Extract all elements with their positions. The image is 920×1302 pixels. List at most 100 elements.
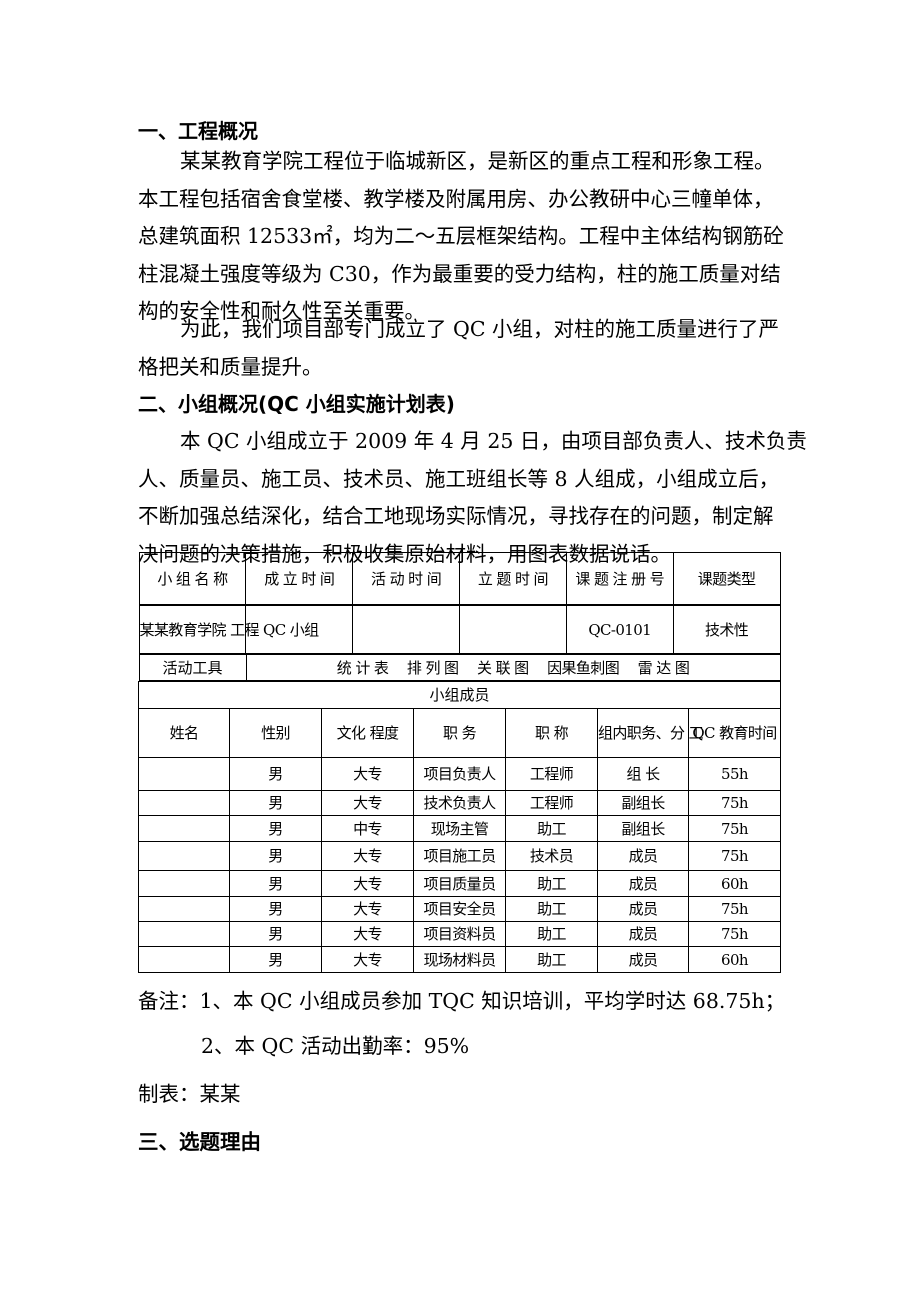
table-cell [138,757,230,791]
table-row: 男大专 项目质量员 助工 成员 60h [138,870,782,897]
table-cell [245,605,354,654]
table-row: 男大专 现场材料员 助工 成员 60h [138,946,782,973]
table-cell: 成员 [597,946,689,973]
paragraph-line: 本工程包括宿舍食堂楼、教学楼及附属用房、办公教研中心三幢单体， [138,186,774,211]
table-cell: 立 题 时 间 [458,552,567,605]
table-cell: 课题类型 [672,552,781,605]
table-cell: 成员 [597,841,689,871]
section-heading: 一、工程概况 [138,119,258,143]
table-cell: 大专 [321,790,414,816]
table-cell: 大专 [321,921,414,947]
table-row: 活动工具统 计 表 排 列 图 关 联 图 因果鱼刺图 雷 达 图 [138,654,781,682]
table-cell: 副组长 [597,790,689,816]
table-cell: 大专 [321,841,414,871]
table-cell: 项目负责人 [413,757,506,791]
paragraph-line: 总建筑面积 12533㎡，均为二～五层框架结构。工程中主体结构钢筋砼 [138,224,784,248]
members-title: 小组成员 [137,681,782,709]
table-cell: 75h [687,815,782,842]
table-cell: 成员 [597,870,689,897]
column-header: 组内职务、分 工 [597,708,704,758]
table-cell: 技术负责人 [413,790,506,816]
table-cell: 成 立 时 间 [245,552,354,605]
table-cell: 助工 [505,946,598,973]
paragraph-line: 格把关和质量提升。 [138,354,323,379]
table-row: 某某教育学院 工程 QC 小组 QC-0101 技术性 [138,605,781,654]
table-cell [138,841,230,871]
table-cell: 技术性 [672,605,781,654]
paragraph-line: 构的安全性和耐久性至关重要。 [138,299,425,323]
table-row: 小 组 名 称成 立 时 间活 动 时 间立 题 时 间课 题 注 册 号课题类… [138,552,781,605]
table-cell: 技术员 [505,841,598,871]
column-header: 职 称 [505,708,598,758]
table-cell [138,921,230,947]
table-cell: 大专 [321,896,414,922]
table-cell: 小 组 名 称 [138,552,247,605]
table-cell: 60h [687,946,782,973]
table-row: 男大专 项目负责人 工程师组 长 55h [138,757,782,791]
table-cell: 工程师 [505,757,598,791]
section-heading: 三、选题理由 [138,1130,261,1154]
paragraph-line: 某某教育学院工程位于临城新区，是新区的重点工程和形象工程。 [180,149,775,173]
table-cell: 75h [687,896,782,922]
note-1: 备注：1、本 QC 小组成员参加 TQC 知识培训，平均学时达 68.75h； [138,989,786,1013]
column-header: 职 务 [413,708,506,758]
table-cell: 男 [229,841,322,871]
column-header: 文化 程度 [321,708,414,758]
tools-list: 统 计 表 排 列 图 关 联 图 因果鱼刺图 雷 达 图 [245,654,781,681]
table-cell: 课 题 注 册 号 [565,552,674,605]
table-cell: 大专 [321,757,414,791]
table-cell: 75h [687,790,782,816]
table-row: 男大专 项目资料员 助工 成员 75h [138,921,782,947]
table-cell [352,605,460,654]
column-header: QC 教育时间 [687,708,782,758]
made-by: 制表：某某 [138,1082,241,1106]
paragraph-line: 柱混凝土强度等级为 C30，作为最重要的受力结构，柱的施工质量对结 [138,261,781,286]
table-cell [138,790,230,816]
table-cell: 男 [229,870,322,897]
table-cell: 助工 [505,921,598,947]
table-row: 男大专 项目施工员 技术员 成员 75h [138,841,782,871]
table-cell: 大专 [321,870,414,897]
table-row: 姓名 性别 文化 程度职 务职 称组内职务、分 工 QC 教育时间 [138,708,782,758]
table-cell: 组 长 [597,757,689,791]
table-row: 小组成员 [137,681,782,709]
table-cell: 工程师 [505,790,598,816]
table-cell: 项目资料员 [413,921,506,947]
paragraph-line: 不断加强总结深化，结合工地现场实际情况，寻找存在的问题，制定解 [138,504,774,528]
table-cell: 项目施工员 [413,841,506,871]
note-2: 2、本 QC 活动出勤率：95% [201,1034,470,1058]
table-cell: 助工 [505,815,598,842]
table-cell: 男 [229,815,322,842]
table-cell [458,605,567,654]
table-row: 男中专 现场主管 助工 副组长 75h [138,815,782,842]
table-row: 男大专 技术负责人 工程师 副组长 75h [138,790,782,816]
table-cell: 现场材料员 [413,946,506,973]
paragraph-line: 为此，我们项目部专门成立了 QC 小组，对柱的施工质量进行了严 [180,317,780,341]
table-cell: 55h [687,757,782,791]
section-heading: 二、小组概况(QC 小组实施计划表) [138,392,455,416]
table-cell: 成员 [597,896,689,922]
table-cell: 男 [229,757,322,791]
table-cell: 活 动 时 间 [352,552,460,605]
table-cell [138,946,230,973]
column-header: 姓名 [138,708,230,758]
table-row: 男大专 项目安全员 助工 成员 75h [138,896,782,922]
table-cell: QC-0101 [565,605,674,654]
table-cell: 助工 [505,870,598,897]
table-cell: 60h [687,870,782,897]
qc-plan-table: 小 组 名 称成 立 时 间活 动 时 间立 题 时 间课 题 注 册 号课题类… [137,552,782,973]
table-and-notes: 小 组 名 称成 立 时 间活 动 时 间立 题 时 间课 题 注 册 号课题类… [137,552,786,1154]
table-cell: 男 [229,790,322,816]
paragraph-line: 人、质量员、施工员、技术员、施工班组长等 8 人组成，小组成立后， [138,466,780,491]
table-cell: 男 [229,921,322,947]
table-cell: 某某教育学院 工程 QC 小组 [138,605,319,654]
table-cell: 现场主管 [413,815,506,842]
table-cell: 75h [687,841,782,871]
table-cell: 男 [229,896,322,922]
table-cell [138,815,230,842]
table-cell: 项目质量员 [413,870,506,897]
paragraph-line: 本 QC 小组成立于 2009 年 4 月 25 日，由项目部负责人、技术负责 [180,429,807,453]
table-cell: 75h [687,921,782,947]
table-cell: 助工 [505,896,598,922]
